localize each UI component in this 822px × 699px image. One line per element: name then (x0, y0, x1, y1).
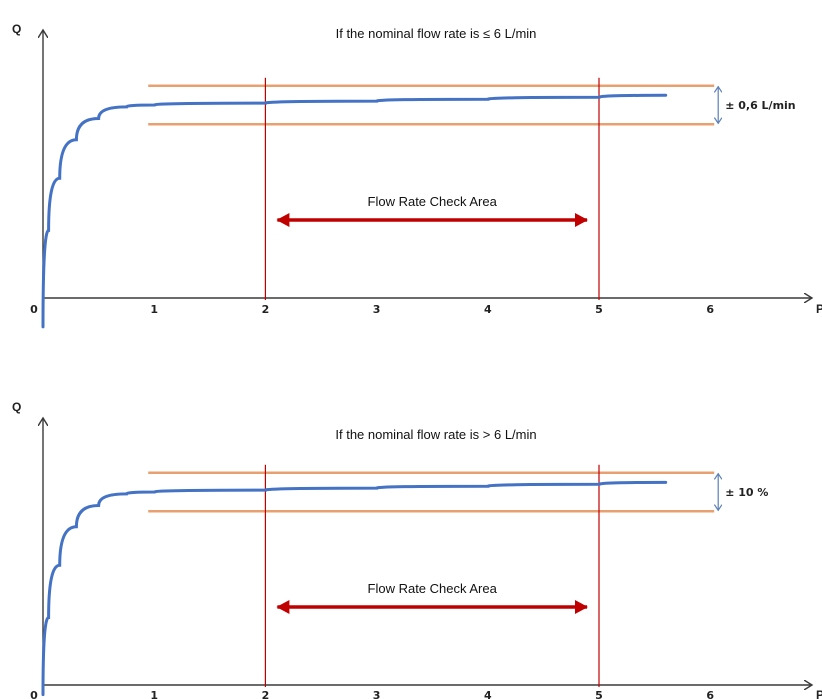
x-tick-label: 0 (30, 689, 38, 699)
chart-title: If the nominal flow rate is ≤ 6 L/min (336, 26, 537, 41)
x-tick-label: 5 (595, 689, 603, 699)
x-axis-label: P (816, 302, 822, 316)
x-tick-label: 3 (373, 689, 381, 699)
x-tick-label: 6 (706, 303, 714, 316)
x-axis-label: P (816, 688, 822, 699)
chart-panel-2: If the nominal flow rate is > 6 L/min Q P 0… (12, 400, 822, 699)
flow-curve (41, 480, 668, 697)
check-area-label: Flow Rate Check Area (368, 581, 498, 596)
y-axis-label: Q (12, 400, 21, 414)
check-area-label: Flow Rate Check Area (368, 194, 498, 209)
x-tick-label: 2 (262, 303, 270, 316)
x-tick-label: 4 (484, 303, 492, 316)
x-tick-label: 1 (150, 689, 158, 699)
x-tick-label: 1 (150, 303, 158, 316)
chart-panel-1: If the nominal flow rate is ≤ 6 L/min Q P 0… (12, 22, 822, 329)
y-axis-label: Q (12, 22, 21, 36)
x-tick-label: 2 (262, 689, 270, 699)
x-tick-label: 0 (30, 303, 38, 316)
x-tick-label: 5 (595, 303, 603, 316)
tolerance-label: ± 0,6 L/min (725, 99, 795, 112)
x-tick-label: 6 (706, 689, 714, 699)
x-tick-label: 3 (373, 303, 381, 316)
flow-curve (41, 93, 668, 329)
chart-title: If the nominal flow rate is > 6 L/min (335, 427, 536, 442)
tolerance-label: ± 10 % (725, 486, 768, 499)
x-tick-label: 4 (484, 689, 492, 699)
